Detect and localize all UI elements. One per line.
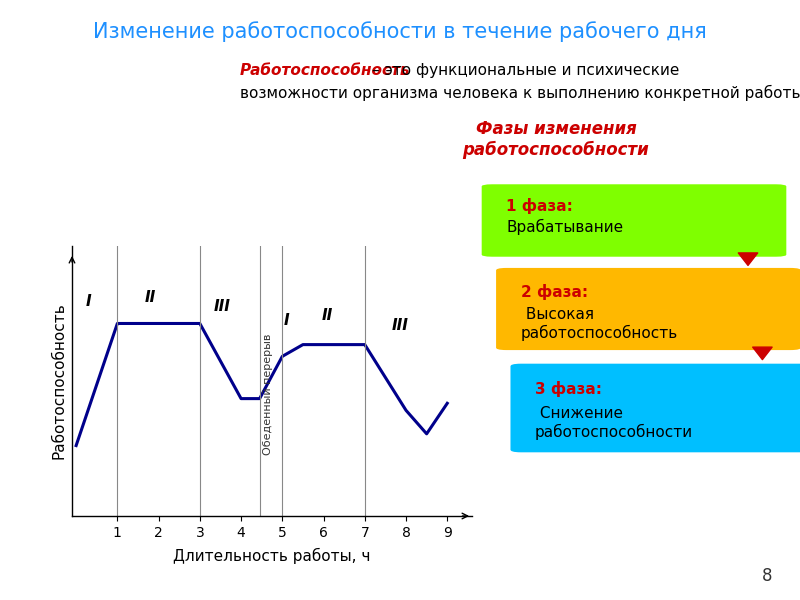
Text: Изменение работоспособности в течение рабочего дня: Изменение работоспособности в течение ра… (93, 21, 707, 42)
FancyBboxPatch shape (495, 267, 800, 351)
Text: 2 фаза:: 2 фаза: (521, 284, 588, 300)
Text: Фазы изменения
работоспособности: Фазы изменения работоспособности (462, 120, 650, 159)
X-axis label: Длительность работы, ч: Длительность работы, ч (174, 548, 370, 564)
Text: I: I (284, 313, 290, 328)
Text: Врабатывание: Врабатывание (506, 219, 623, 235)
Text: II: II (322, 308, 334, 323)
Text: 3 фаза:: 3 фаза: (535, 381, 602, 397)
Y-axis label: Работоспособность: Работоспособность (51, 302, 66, 460)
Text: Обеденный перерыв: Обеденный перерыв (262, 333, 273, 455)
FancyBboxPatch shape (510, 362, 800, 454)
Text: I: I (86, 295, 91, 310)
FancyBboxPatch shape (481, 183, 787, 258)
Text: Работоспособность: Работоспособность (240, 63, 410, 78)
Text: 1 фаза:: 1 фаза: (506, 199, 573, 214)
Text: – это функциональные и психические: – это функциональные и психические (372, 63, 679, 78)
Text: 8: 8 (762, 567, 772, 585)
Text: III: III (214, 299, 231, 314)
Text: II: II (145, 290, 156, 305)
Text: Высокая
работоспособность: Высокая работоспособность (521, 307, 678, 341)
Text: III: III (391, 318, 408, 333)
Text: возможности организма человека к выполнению конкретной работы: возможности организма человека к выполне… (240, 85, 800, 101)
Text: Снижение
работоспособности: Снижение работоспособности (535, 406, 693, 440)
